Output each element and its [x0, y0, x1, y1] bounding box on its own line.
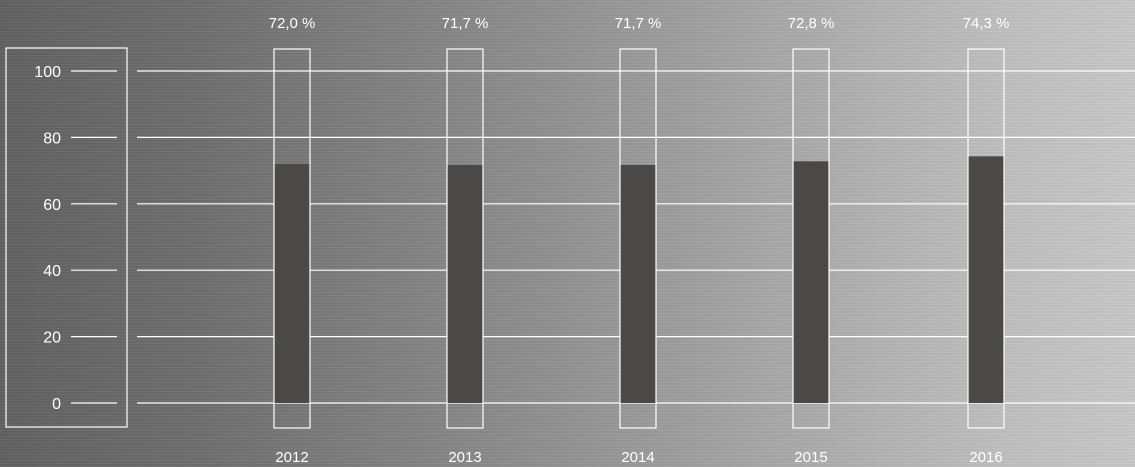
bar-2014 — [620, 164, 656, 403]
data-label-2012: 72,0 % — [269, 15, 316, 32]
x-tick-label-2014: 2014 — [621, 449, 654, 466]
x-axis-labels: 2012 2013 2014 2015 2016 — [275, 449, 1002, 466]
bar-2013 — [447, 164, 483, 403]
bar-frame-2014 — [619, 48, 657, 429]
bar-frame-2012 — [273, 48, 311, 429]
bar-frame-2013 — [446, 48, 484, 429]
bar-2016 — [968, 156, 1004, 403]
data-label-2015: 72,8 % — [788, 15, 835, 32]
y-axis-ticks: 0 20 40 60 80 100 — [34, 64, 117, 413]
x-tick-label-2012: 2012 — [275, 449, 308, 466]
y-tick-label-0: 0 — [52, 396, 61, 413]
y-tick-label-60: 60 — [43, 197, 61, 214]
y-tick-label-20: 20 — [43, 330, 61, 347]
data-label-2013: 71,7 % — [442, 15, 489, 32]
y-axis-frame — [5, 47, 128, 428]
y-tick-label-100: 100 — [34, 64, 61, 81]
bar-2012 — [274, 163, 310, 403]
y-tick-label-80: 80 — [43, 130, 61, 147]
data-label-2014: 71,7 % — [615, 15, 662, 32]
x-tick-label-2013: 2013 — [448, 449, 481, 466]
x-tick-label-2016: 2016 — [969, 449, 1002, 466]
bar-frame-2016 — [967, 48, 1005, 429]
bars — [273, 48, 1005, 429]
x-tick-label-2015: 2015 — [794, 449, 827, 466]
data-labels: 72,0 % 71,7 % 71,7 % 72,8 % 74,3 % — [269, 15, 1010, 32]
bar-2015 — [793, 161, 829, 403]
data-label-2016: 74,3 % — [963, 15, 1010, 32]
y-tick-label-40: 40 — [43, 263, 61, 280]
bar-frame-2015 — [792, 48, 830, 429]
